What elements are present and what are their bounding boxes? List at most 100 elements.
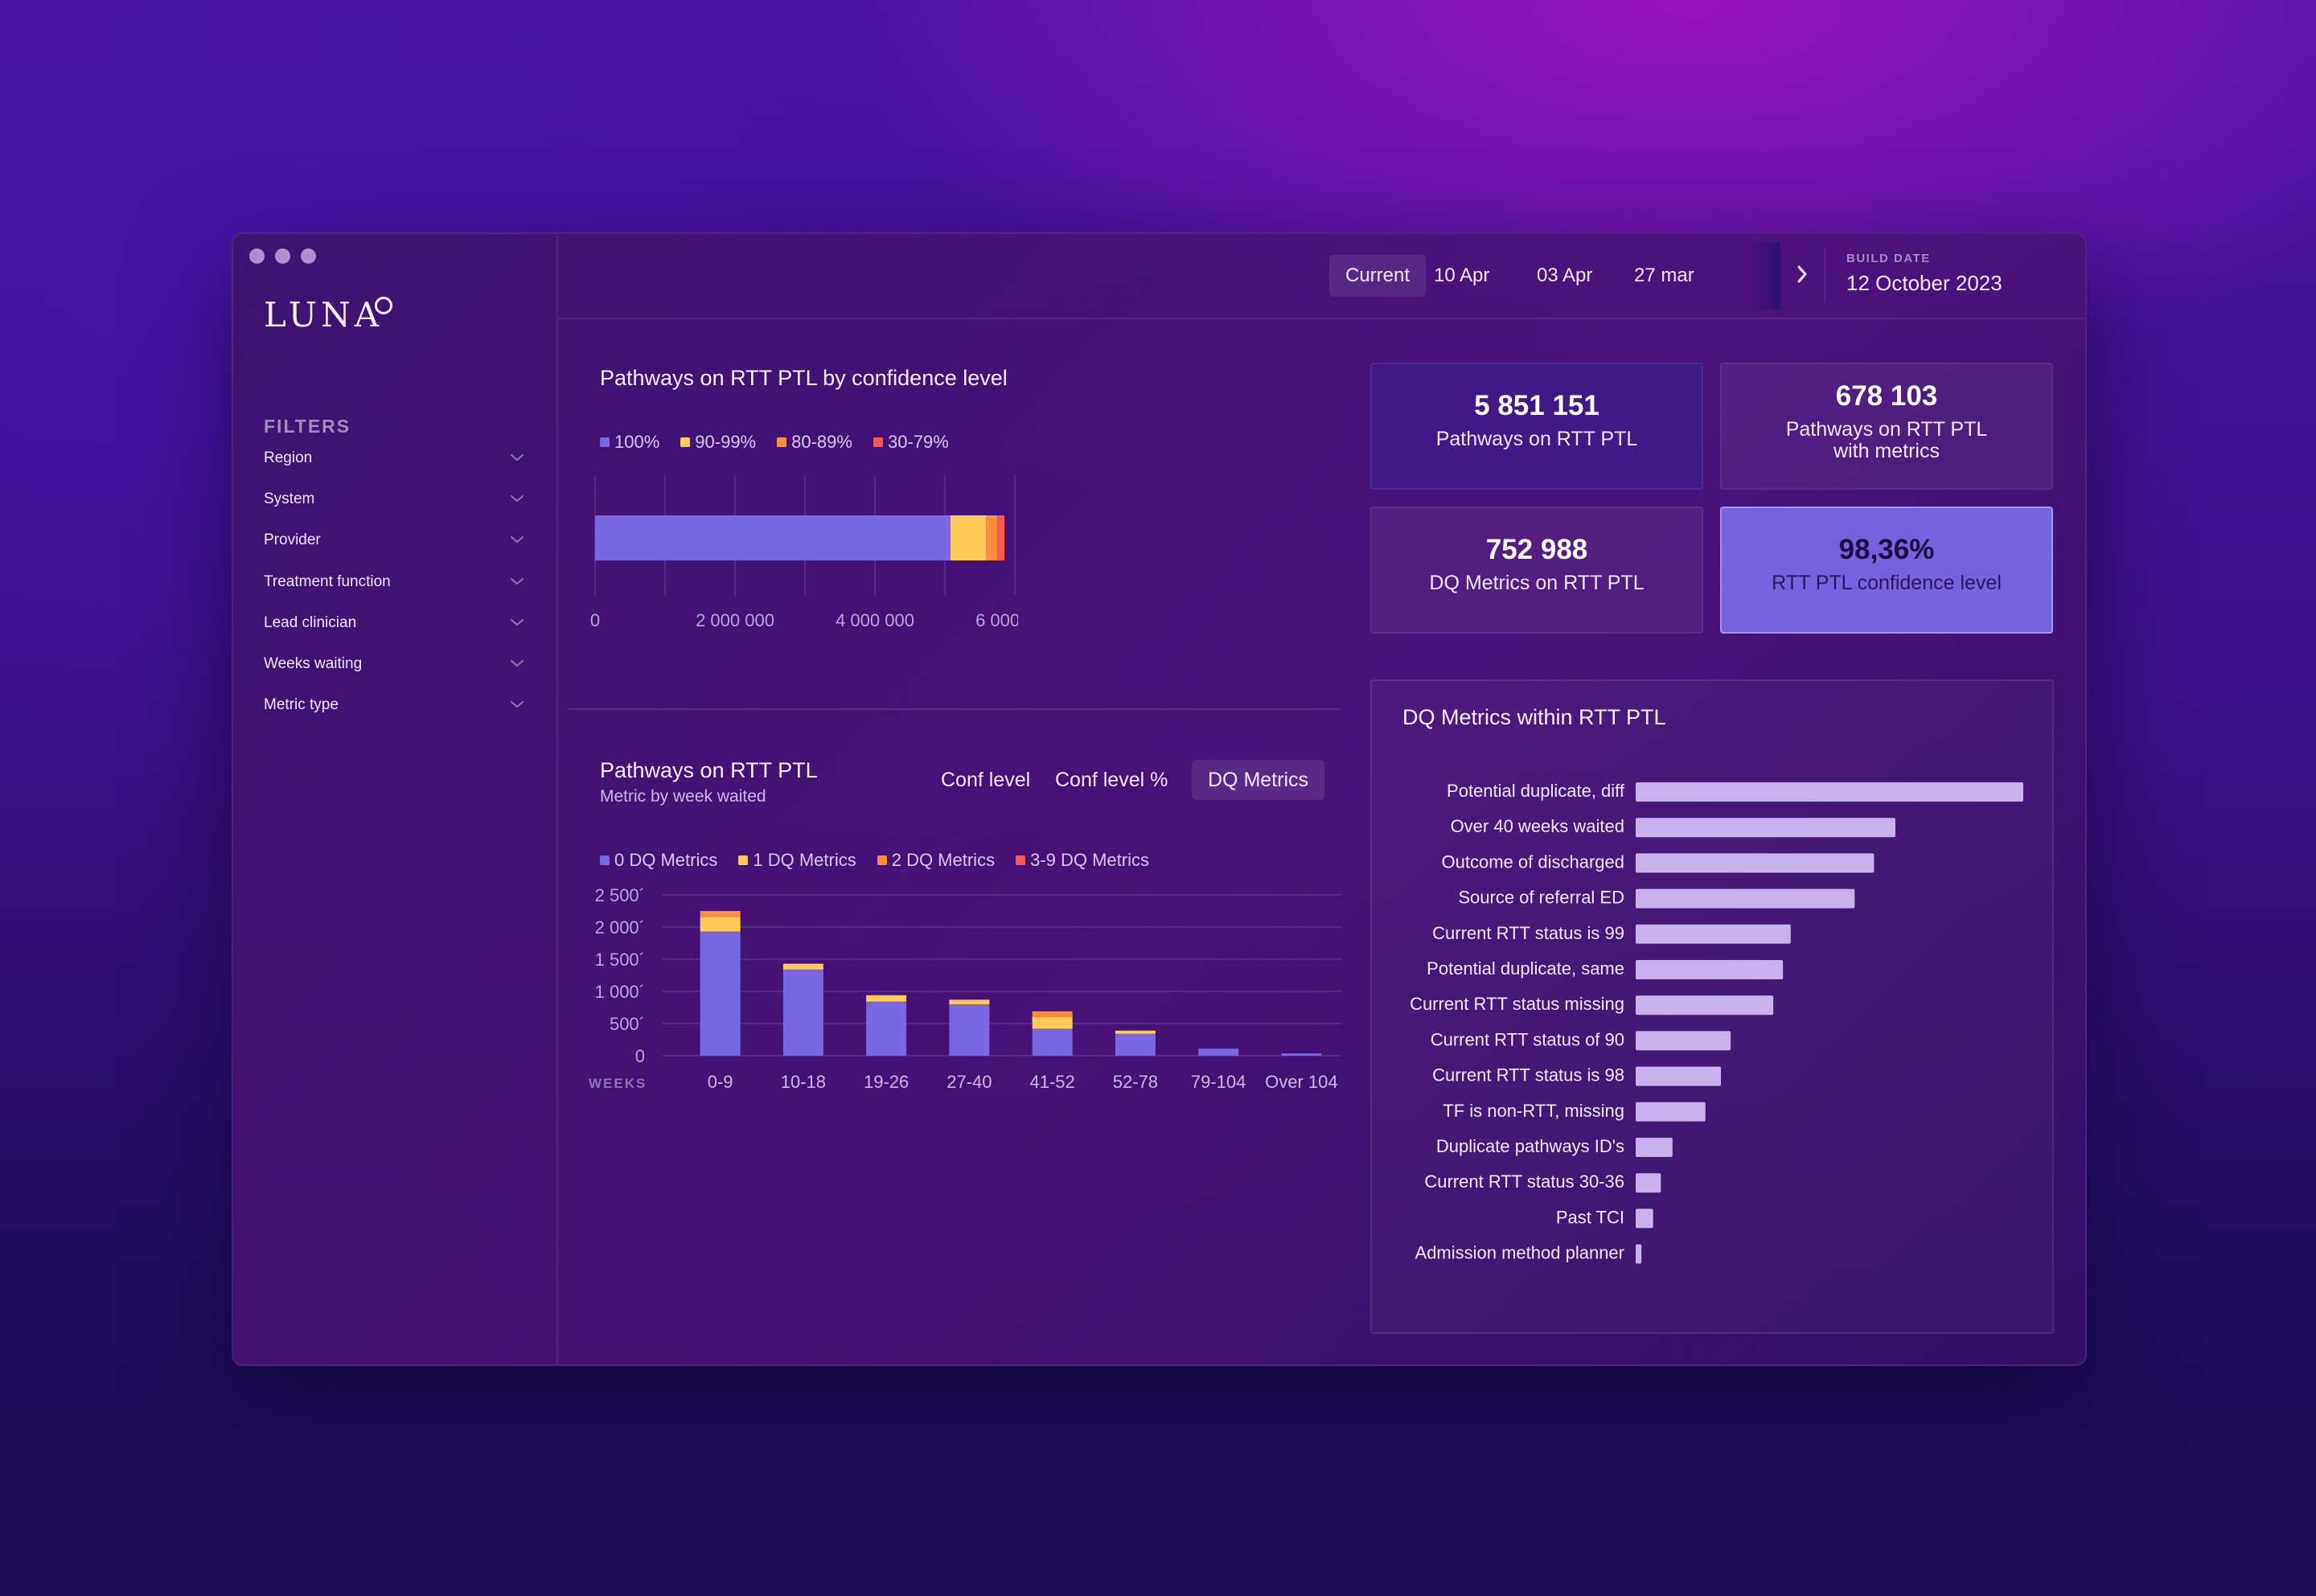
x-tick-label: 79-104 xyxy=(1191,1072,1246,1092)
legend-item: 3-9 DQ Metrics xyxy=(1016,850,1149,871)
dq-panel-title: DQ Metrics within RTT PTL xyxy=(1402,705,1666,729)
dq-bar xyxy=(1636,1244,1642,1264)
x-tick-label: 0-9 xyxy=(708,1072,733,1092)
filter-lead-clinician[interactable]: Lead clinician xyxy=(264,614,525,655)
filters-title: FILTERS xyxy=(264,416,351,437)
x-tick-label: 2 000 000 xyxy=(696,610,774,630)
tab-dq-metrics[interactable]: DQ Metrics xyxy=(1192,760,1324,800)
kpi-pathways: 5 851 151 Pathways on RTT PTL xyxy=(1370,363,1703,490)
y-tick-label: 0 xyxy=(635,1046,645,1066)
legend-swatch xyxy=(877,855,887,865)
week-bar-segment xyxy=(1198,1048,1239,1056)
tab-conf-level-percent[interactable]: Conf level % xyxy=(1055,769,1168,791)
week-bar-segment xyxy=(1032,1011,1073,1017)
legend-item: 2 DQ Metrics xyxy=(877,850,995,871)
chevron-right-icon[interactable] xyxy=(1797,265,1808,284)
chevron-down-icon xyxy=(511,659,524,667)
dq-category-label: Past TCI xyxy=(1556,1207,1624,1227)
y-tick-label: 2 500´ xyxy=(595,885,645,905)
legend-item: 0 DQ Metrics xyxy=(600,850,717,871)
x-tick-label: Over 104 xyxy=(1265,1072,1338,1092)
build-date-label: BUILD DATE xyxy=(1846,252,1931,265)
y-tick-label: 1 500´ xyxy=(595,950,645,970)
kpi-value: 5 851 151 xyxy=(1474,390,1599,421)
close-window-icon[interactable] xyxy=(249,248,265,264)
legend-swatch xyxy=(1016,855,1026,865)
kpi-label: Pathways on RTT PTL xyxy=(1785,418,1988,441)
dq-bar xyxy=(1636,1208,1653,1229)
legend-label: 80-89% xyxy=(791,432,852,452)
weeks-chart: 0 500´ 1 000´ 1 500´ 2 000´ 2 500´ 0-9 10-18 19-… xyxy=(589,885,1341,1092)
filter-label: Provider xyxy=(264,531,321,549)
dq-category-label: Duplicate pathways ID's xyxy=(1436,1136,1624,1156)
legend-swatch xyxy=(600,437,610,447)
kpi-dq-metrics: 752 988 DQ Metrics on RTT PTL xyxy=(1370,507,1703,634)
kpi-value: 752 988 xyxy=(1485,534,1588,565)
tab-03-apr[interactable]: 03 Apr xyxy=(1537,265,1593,286)
app-window: LUNA FILTERS Region System Provider Treatme… xyxy=(232,232,2087,1366)
zoom-window-icon[interactable] xyxy=(301,248,316,264)
legend-swatch xyxy=(600,855,610,865)
legend-label: 0 DQ Metrics xyxy=(614,850,718,870)
filter-label: Lead clinician xyxy=(264,613,357,631)
tab-current[interactable]: Current xyxy=(1329,255,1427,297)
filter-label: System xyxy=(264,490,315,508)
topbar: Current 10 Apr 03 Apr 27 mar BUILD DATE … xyxy=(558,234,2085,319)
week-bar-segment xyxy=(866,995,907,1002)
tab-27-mar[interactable]: 27 mar xyxy=(1634,265,1694,286)
filter-system[interactable]: System xyxy=(264,490,525,531)
legend-label: 2 DQ Metrics xyxy=(891,850,996,870)
legend-label: 30-79% xyxy=(887,432,949,452)
dq-category-label: Admission method planner xyxy=(1415,1243,1624,1263)
window-controls xyxy=(249,248,316,264)
conf-bar-segment xyxy=(595,515,951,560)
legend-swatch xyxy=(873,437,883,447)
confidence-legend: 100% 90-99% 80-89% 30-79% xyxy=(600,432,949,453)
legend-label: 1 DQ Metrics xyxy=(753,850,856,870)
dq-category-label: Current RTT status is 98 xyxy=(1432,1065,1624,1085)
section-divider xyxy=(568,708,1340,710)
dq-bar xyxy=(1636,995,1774,1015)
chevron-down-icon xyxy=(511,577,524,585)
dq-bar xyxy=(1636,888,1855,909)
kpi-label-line2: with metrics xyxy=(1834,440,1940,462)
week-bar-segment xyxy=(1281,1053,1322,1056)
confidence-chart-title: Pathways on RTT PTL by confidence level xyxy=(600,366,1008,390)
filter-label: Region xyxy=(264,449,313,466)
legend-item: 90-99% xyxy=(680,432,756,453)
dq-bar xyxy=(1636,818,1895,838)
dq-category-label: Current RTT status of 90 xyxy=(1431,1029,1624,1049)
conf-bar-segment xyxy=(986,515,998,560)
x-tick-label: 10-18 xyxy=(781,1072,826,1092)
filter-label: Weeks waiting xyxy=(264,654,363,672)
kpi-value: 98,36% xyxy=(1838,534,1935,565)
chevron-down-icon xyxy=(511,701,524,708)
dq-bar xyxy=(1636,1102,1706,1122)
tabs-fade-overlay xyxy=(1748,242,1780,310)
x-tick-label: 4 000 000 xyxy=(836,610,914,630)
filter-metric-type[interactable]: Metric type xyxy=(264,696,525,737)
topbar-divider xyxy=(1824,247,1825,303)
week-bar-segment xyxy=(1032,1028,1073,1056)
dq-bar xyxy=(1636,924,1791,944)
week-bar-segment xyxy=(1115,1033,1156,1056)
x-tick-label: 0 xyxy=(590,610,600,630)
kpi-label: Pathways on RTT PTL xyxy=(1435,428,1638,450)
week-bar-segment xyxy=(1032,1017,1073,1029)
filter-region[interactable]: Region xyxy=(264,449,525,490)
minimize-window-icon[interactable] xyxy=(275,248,290,264)
filter-treatment-function[interactable]: Treatment function xyxy=(264,573,525,614)
tab-10-apr[interactable]: 10 Apr xyxy=(1434,265,1490,286)
filter-weeks-waiting[interactable]: Weeks waiting xyxy=(264,655,525,696)
chevron-down-icon xyxy=(511,618,524,626)
conf-bar-segment xyxy=(950,515,987,560)
dq-category-label: Outcome of discharged xyxy=(1442,851,1624,872)
tab-conf-level[interactable]: Conf level xyxy=(941,769,1031,791)
legend-item: 1 DQ Metrics xyxy=(738,850,856,871)
y-tick-label: 1 000´ xyxy=(595,982,645,1002)
dq-bar xyxy=(1636,782,2023,802)
chevron-down-icon xyxy=(511,495,524,503)
filter-provider[interactable]: Provider xyxy=(264,531,525,572)
week-bar-segment xyxy=(782,969,823,1056)
dq-bar xyxy=(1636,1173,1661,1193)
